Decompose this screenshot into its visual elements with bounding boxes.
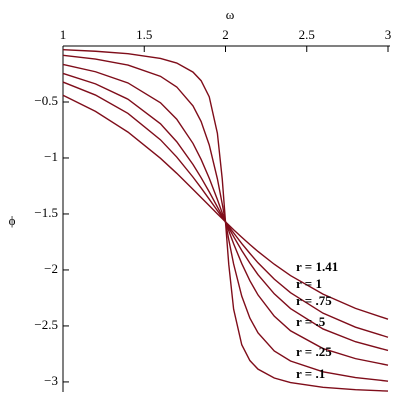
curve — [62, 49, 389, 392]
x-tick-label: 3 — [385, 27, 392, 42]
x-axis-label: ω — [226, 7, 235, 22]
curve-label: r = .75 — [296, 293, 332, 308]
y-tick-label: −2.5 — [34, 317, 58, 332]
y-tick-label: −3 — [44, 373, 58, 388]
y-tick-label: −1.5 — [34, 205, 58, 220]
y-axis-label: ϕ — [9, 213, 16, 228]
x-tick-label: 2 — [222, 27, 229, 42]
curve — [62, 81, 389, 338]
curve-label: r = .25 — [296, 344, 332, 359]
curve-label: r = .5 — [296, 314, 326, 329]
x-tick-label: 2.5 — [299, 27, 315, 42]
y-tick-label: −2 — [44, 261, 58, 276]
x-tick-label: 1 — [60, 27, 67, 42]
curve-label: r = .1 — [296, 366, 325, 381]
x-tick-label: 1.5 — [136, 27, 152, 42]
y-tick-label: −1 — [44, 149, 58, 164]
y-tick-label: −0.5 — [34, 93, 58, 108]
curve — [62, 94, 389, 320]
curve-label: r = 1.41 — [296, 259, 338, 274]
curve — [62, 72, 389, 352]
curve-label: r = 1 — [296, 276, 322, 291]
